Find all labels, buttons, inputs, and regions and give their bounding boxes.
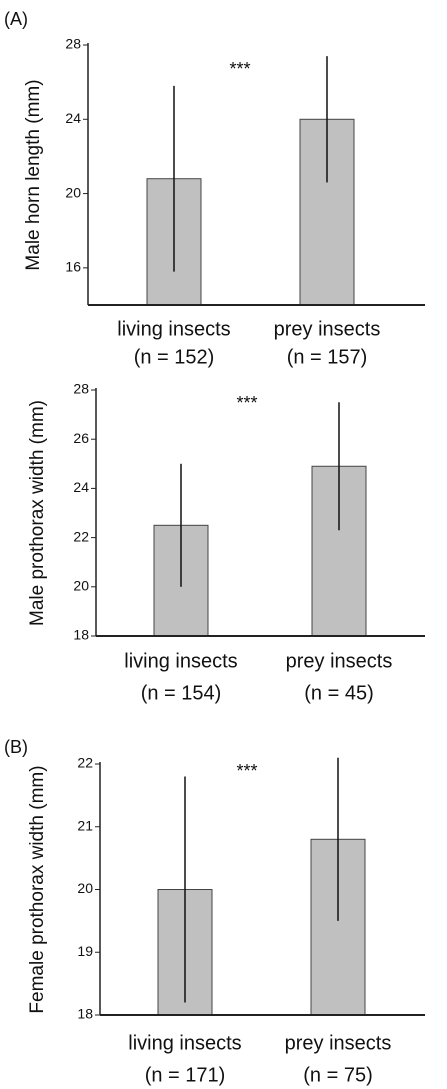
y-tick-label: 24 [65,110,81,126]
sample-size: (n = 154) [141,682,222,704]
y-tick-label: 18 [77,1006,93,1022]
x-tick-label: living insects [117,318,230,340]
y-axis-title: Female prothorax width (mm) [27,765,48,1013]
sample-size: (n = 152) [134,346,215,368]
y-tick-label: 26 [73,430,89,446]
x-tick-label: living insects [124,650,237,672]
x-tick-label: living insects [128,1032,241,1054]
sample-size: (n = 75) [303,1064,372,1086]
significance: *** [236,393,257,413]
y-axis-title: Male prothorax width (mm) [27,400,48,626]
panel-label: (A) [4,9,28,29]
y-tick-label: 28 [73,381,89,397]
y-tick-label: 21 [77,817,93,833]
sample-size: (n = 171) [145,1064,226,1086]
y-axis-title: Male horn length (mm) [23,79,44,270]
sample-size: (n = 45) [304,682,373,704]
y-tick-label: 20 [73,578,89,594]
y-tick-label: 22 [73,528,89,544]
y-tick-label: 20 [77,880,93,896]
x-tick-label: prey insects [286,650,393,672]
significance: *** [229,59,250,79]
y-tick-label: 18 [73,627,89,643]
y-tick-label: 22 [77,755,93,771]
y-tick-label: 20 [65,184,81,200]
y-tick-label: 19 [77,943,93,959]
y-tick-label: 16 [65,259,81,275]
significance: *** [236,761,257,781]
x-tick-label: prey insects [274,318,381,340]
sample-size: (n = 157) [287,346,368,368]
panel-label: (B) [4,737,28,757]
y-tick-label: 24 [73,479,89,495]
x-tick-label: prey insects [285,1032,392,1054]
y-tick-label: 28 [65,36,81,52]
